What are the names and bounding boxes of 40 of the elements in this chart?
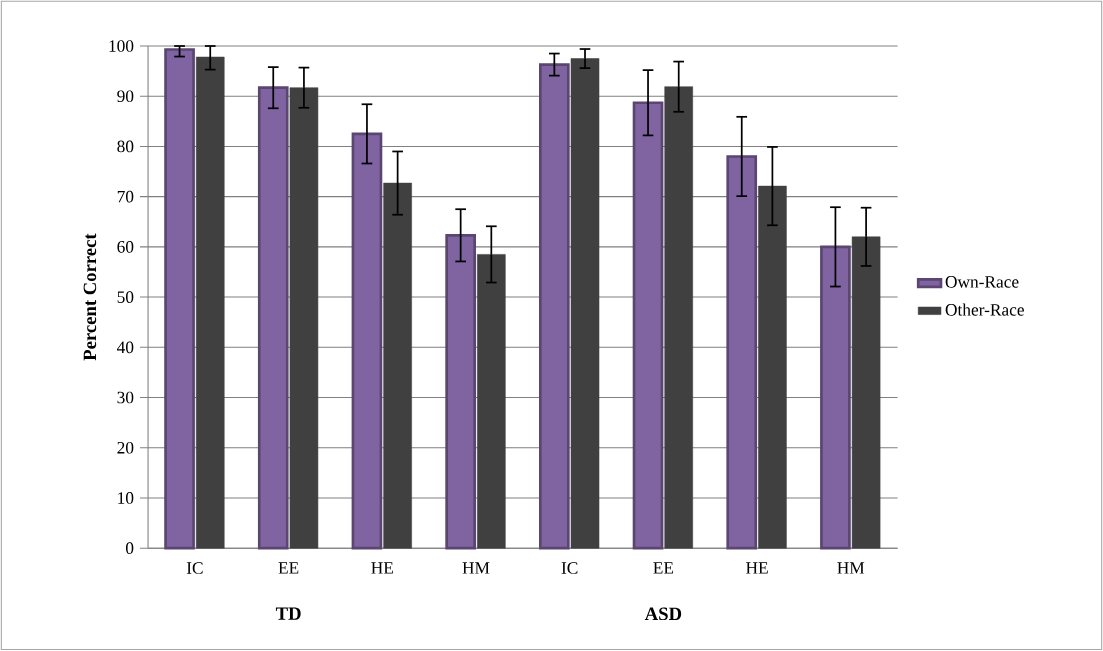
- bar: [851, 236, 881, 549]
- legend-label: Own-Race: [945, 276, 1019, 288]
- bar: [164, 48, 195, 550]
- y-tick-label: 80: [117, 140, 134, 153]
- bar: [664, 86, 693, 549]
- legend-label: Other-Race: [945, 303, 1024, 316]
- bar: [351, 132, 383, 550]
- bar: [570, 58, 600, 549]
- x-tick-label: EE: [278, 562, 299, 574]
- y-tick-label: 40: [117, 341, 134, 354]
- y-tick-label: 10: [118, 492, 134, 504]
- x-tick-label: IC: [186, 562, 203, 574]
- bar: [820, 245, 851, 550]
- x-tick-label: HE: [746, 562, 768, 574]
- bar: [289, 87, 319, 549]
- x-tick-label: IC: [561, 562, 578, 574]
- y-tick-label: 20: [117, 441, 134, 454]
- text: ASD: [644, 607, 682, 621]
- y-axis-title: Percent Correct: [83, 233, 97, 361]
- y-tick-label: 70: [117, 190, 134, 203]
- bar: [477, 254, 506, 549]
- y-tick-label: 0: [126, 542, 134, 555]
- x-tick-label: HE: [371, 562, 393, 574]
- bar: [383, 182, 412, 549]
- bar: [726, 155, 758, 550]
- bar: [257, 86, 289, 550]
- bar: [445, 234, 476, 550]
- bar: [758, 185, 787, 549]
- y-tick-label: 90: [117, 90, 134, 103]
- y-tick-label: 60: [117, 241, 134, 253]
- bar: [195, 56, 225, 549]
- x-tick-label: HM: [462, 562, 490, 574]
- bar: [632, 101, 664, 550]
- y-tick-label: 100: [109, 40, 134, 52]
- x-tick-label: EE: [653, 562, 674, 574]
- text: TD: [275, 607, 301, 620]
- x-tick-label: HM: [837, 562, 865, 574]
- y-tick-label: 50: [117, 291, 134, 303]
- y-tick-label: 30: [117, 391, 134, 404]
- bar: [539, 63, 570, 550]
